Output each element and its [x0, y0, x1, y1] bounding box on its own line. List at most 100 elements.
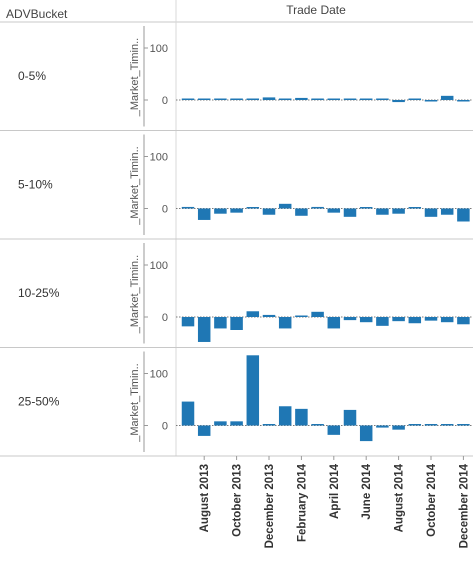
bar[interactable]: 0-5% Dec 2013: 5 [262, 97, 276, 100]
bucket-label[interactable]: 0-5% [18, 69, 46, 83]
bar[interactable]: 25-50% Dec 2014: 0 [457, 424, 470, 426]
y-tick-label: 0 [162, 312, 168, 324]
bar[interactable]: 25-50% Jul 2013: 46 [181, 401, 195, 426]
bar[interactable]: 0-5% Jul 2013: 2 [181, 98, 195, 101]
bar[interactable]: 0-5% Oct 2013: 2 [230, 98, 243, 101]
bar[interactable]: 0-5% Nov 2013: 1 [246, 98, 260, 101]
bar[interactable]: 0-5% Mar 2014: 2 [311, 98, 324, 101]
y-tick-label: 0 [162, 421, 168, 433]
bar[interactable]: 10-25% Apr 2014: -22 [327, 317, 341, 329]
date-tick-label: August 2013 [199, 464, 211, 532]
bar[interactable]: 0-5% Aug 2014: -4 [392, 100, 405, 103]
bar[interactable]: 25-50% Oct 2013: 8 [230, 421, 243, 426]
bar[interactable]: 5-10% Jan 2014: 9 [278, 203, 292, 209]
bar[interactable]: 10-25% May 2014: -6 [343, 317, 357, 321]
bar[interactable]: 5-10% Apr 2014: -8 [327, 208, 341, 213]
bar[interactable]: 10-25% Oct 2013: -25 [230, 317, 243, 330]
bar[interactable]: 0-5% Jun 2014: 1 [359, 98, 373, 101]
bar[interactable]: 5-10% Nov 2014: -12 [440, 208, 454, 215]
bar[interactable]: 5-10% Feb 2014: -14 [295, 208, 308, 216]
bar[interactable]: 5-10% Mar 2014: 3 [311, 206, 324, 209]
bar[interactable]: 25-50% Nov 2013: 135 [246, 355, 260, 426]
bar[interactable]: 5-10% Sep 2013: -10 [214, 208, 227, 214]
y-tick-label: 100 [150, 152, 168, 164]
bar[interactable]: 25-50% Dec 2013: 0 [262, 424, 276, 426]
bar[interactable]: 25-50% Jan 2014: 37 [278, 406, 292, 426]
bar[interactable]: 25-50% Feb 2014: 32 [295, 408, 308, 426]
bar[interactable]: 0-5% Sep 2013: 1 [214, 98, 227, 101]
bar[interactable]: 5-10% Sep 2014: 0 [408, 207, 422, 209]
y-tick-label: 100 [150, 43, 168, 55]
bar[interactable]: 5-10% Nov 2013: 0 [246, 207, 260, 209]
bar[interactable]: 5-10% Aug 2013: -22 [197, 208, 211, 220]
bar[interactable]: 10-25% Sep 2014: -12 [408, 317, 422, 324]
bar[interactable]: 25-50% Mar 2014: 0 [311, 424, 324, 426]
bar[interactable]: 0-5% Oct 2014: -2 [424, 100, 438, 102]
bar[interactable]: 25-50% Aug 2013: -20 [197, 425, 211, 436]
bar[interactable]: 25-50% May 2014: 30 [343, 409, 357, 426]
date-tick-label: October 2013 [232, 464, 244, 537]
bar[interactable]: 0-5% Dec 2014: -1 [457, 100, 470, 102]
bar[interactable]: 5-10% Dec 2014: -25 [457, 208, 470, 222]
bar[interactable]: 0-5% May 2014: 1 [343, 98, 357, 101]
bar[interactable]: 25-50% Sep 2013: 8 [214, 421, 227, 426]
measure-axis-label: _Market_Timin.. [129, 146, 141, 225]
bar[interactable]: 5-10% Oct 2014: -16 [424, 208, 438, 217]
bar[interactable]: 25-50% Oct 2014: 0 [424, 424, 438, 426]
bar[interactable]: 10-25% Oct 2014: -7 [424, 317, 438, 321]
date-tick-label: February 2014 [296, 463, 308, 542]
bar[interactable]: 0-5% Nov 2014: 8 [440, 95, 454, 100]
bar[interactable]: 10-25% Jan 2014: -22 [278, 317, 292, 329]
pane-5-10%: 5-10% _Market_Timin.. 0 100 5-10% Jul 2013: … [0, 134, 473, 240]
date-tick-label: April 2014 [329, 463, 341, 519]
bar[interactable]: 5-10% Dec 2013: -12 [262, 208, 276, 215]
bucket-label[interactable]: 5-10% [18, 178, 53, 192]
bar[interactable]: 25-50% Jun 2014: -30 [359, 425, 373, 442]
bar[interactable]: 0-5% Feb 2014: 4 [295, 97, 308, 100]
bucket-label[interactable]: 25-50% [18, 395, 60, 409]
date-tick-label: August 2014 [394, 463, 406, 532]
date-tick-label: October 2014 [426, 463, 438, 536]
row-field-header[interactable]: ADVBucket [6, 7, 68, 21]
bar[interactable]: 10-25% Aug 2014: -8 [392, 317, 405, 322]
bar[interactable]: 10-25% Mar 2014: 10 [311, 311, 324, 317]
bar[interactable]: 5-10% Jul 2014: -12 [376, 208, 389, 215]
column-field-header[interactable]: Trade Date [286, 3, 346, 17]
bar[interactable]: 5-10% Jul 2013: 3 [181, 206, 195, 209]
y-tick-label: 0 [162, 204, 168, 216]
bar[interactable]: 10-25% Sep 2013: -22 [214, 317, 227, 329]
bar[interactable]: 5-10% May 2014: -16 [343, 208, 357, 217]
date-axis: August 2013 October 2013 December 2013 Febr… [199, 456, 470, 548]
bar[interactable]: 10-25% Nov 2013: 11 [246, 311, 260, 317]
date-tick-label: December 2013 [264, 464, 276, 548]
bar[interactable]: 0-5% Jul 2014: 0 [376, 98, 389, 101]
bar[interactable]: 0-5% Sep 2014: 2 [408, 98, 422, 101]
bar[interactable]: 0-5% Apr 2014: 0 [327, 98, 341, 101]
y-tick-label: 100 [150, 260, 168, 272]
bar[interactable]: 10-25% Dec 2013: 4 [262, 314, 276, 317]
bar[interactable]: 10-25% Jul 2014: -17 [376, 317, 389, 326]
measure-axis-label: _Market_Timin.. [129, 363, 141, 442]
bar[interactable]: 10-25% Jun 2014: -10 [359, 317, 373, 323]
bar[interactable]: 10-25% Jul 2013: -18 [181, 317, 195, 327]
bar[interactable]: 10-25% Aug 2013: -48 [197, 317, 211, 342]
bar[interactable]: 10-25% Dec 2014: -14 [457, 317, 470, 325]
pane-25-50%: 25-50% _Market_Timin.. 0 100 25-50% Jul 2013… [0, 351, 473, 457]
bar[interactable]: 5-10% Aug 2014: -10 [392, 208, 405, 214]
bar[interactable]: 0-5% Jan 2014: 0 [278, 98, 292, 101]
bar[interactable]: 25-50% Sep 2014: 0 [408, 424, 422, 426]
date-tick-label: June 2014 [361, 463, 373, 519]
bucket-label[interactable]: 10-25% [18, 286, 60, 300]
bar[interactable]: 25-50% Apr 2014: -18 [327, 425, 341, 435]
bar[interactable]: 25-50% Aug 2014: -8 [392, 425, 405, 430]
bar[interactable]: 5-10% Jun 2014: 0 [359, 207, 373, 209]
bar[interactable]: 10-25% Nov 2014: -10 [440, 317, 454, 323]
bar[interactable]: 25-50% Nov 2014: 0 [440, 424, 454, 426]
bar[interactable]: 0-5% Aug 2013: 0 [197, 98, 211, 101]
bar[interactable]: 10-25% Feb 2014: 0 [295, 315, 308, 318]
measure-axis-label: _Market_Timin.. [129, 38, 141, 117]
bar[interactable]: 5-10% Oct 2013: -8 [230, 208, 243, 213]
pane-container: 0-5% _Market_Timin.. 01000-5% Jul 2013: 20… [0, 0, 473, 457]
bar[interactable]: 25-50% Jul 2014: -4 [376, 425, 389, 428]
